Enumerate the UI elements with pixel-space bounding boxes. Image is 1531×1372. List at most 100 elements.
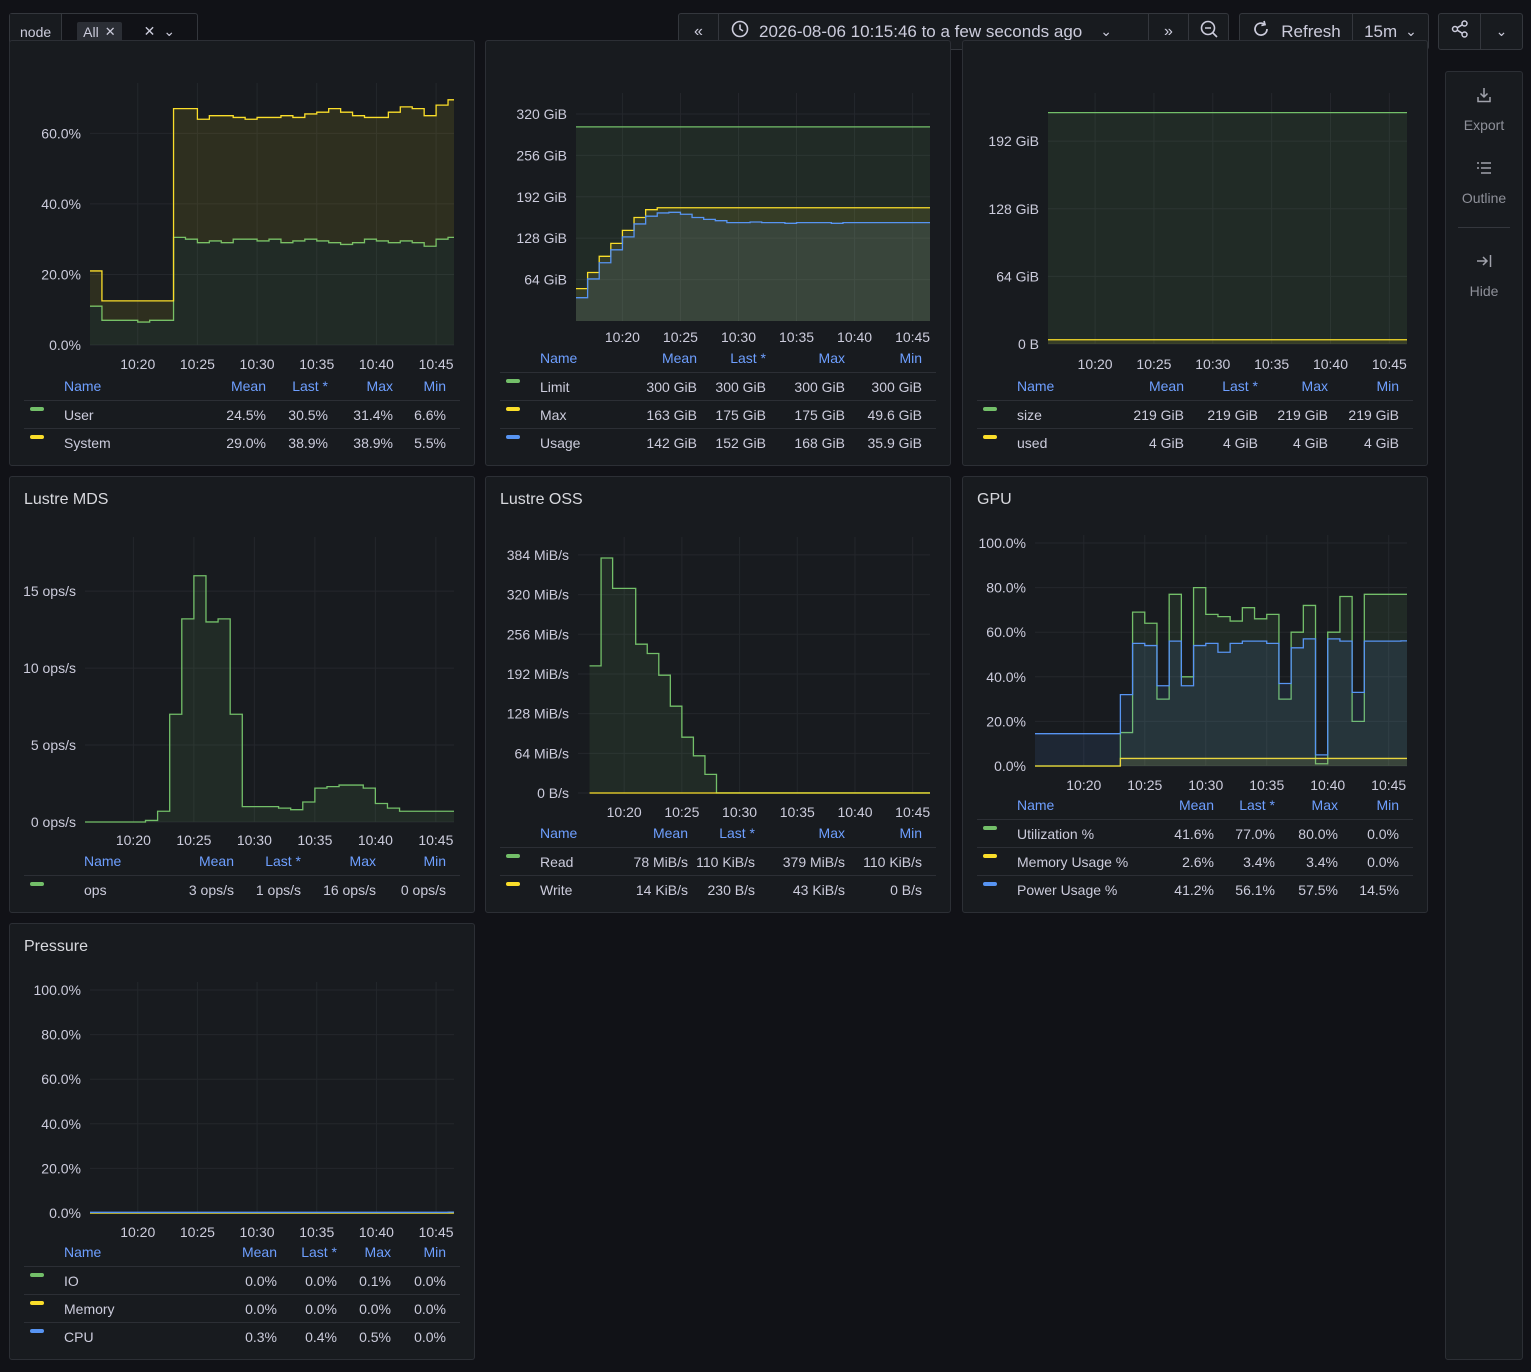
legend-header-max[interactable]: Max [1311, 797, 1338, 813]
series-color-swatch[interactable] [30, 1329, 44, 1333]
legend-header-min[interactable]: Min [423, 378, 446, 394]
legend-header-mean[interactable]: Mean [652, 825, 688, 841]
series-line-usage[interactable] [576, 211, 930, 299]
legend-name[interactable]: used [1017, 435, 1048, 451]
legend-name[interactable]: Write [540, 882, 573, 898]
series-color-swatch[interactable] [983, 407, 997, 411]
legend-header-mean[interactable]: Mean [230, 378, 266, 394]
lustre-oss-panel[interactable]: Lustre OSS 0 B/s 64 MiB/s 128 MiB/s 192 MiB… [485, 476, 951, 913]
legend-name[interactable]: Limit [540, 379, 570, 395]
legend-header-min[interactable]: Min [1376, 797, 1399, 813]
legend-header-max[interactable]: Max [364, 1244, 391, 1260]
legend-header-last[interactable]: Last * [730, 350, 766, 366]
series-color-swatch[interactable] [30, 435, 44, 439]
remove-value-icon[interactable]: ✕ [104, 23, 116, 39]
series-line-max[interactable] [576, 207, 930, 290]
clear-icon[interactable]: ✕ [143, 23, 156, 39]
legend-name[interactable]: Power Usage % [1017, 882, 1118, 898]
legend-header-last[interactable]: Last * [719, 825, 755, 841]
legend-row[interactable]: ops 3 ops/s 1 ops/s 16 ops/s 0 ops/s [24, 875, 460, 903]
chart-canvas[interactable]: 0.0% 20.0% 40.0% 60.0% 80.0% 100.0% 10:20 10:25… [963, 477, 1427, 912]
chart-canvas[interactable]: 0 B/s 64 MiB/s 128 MiB/s 192 MiB/s 256 MiB/s… [486, 477, 950, 912]
series-line-ops[interactable] [85, 575, 454, 823]
legend-row[interactable]: User 24.5% 30.5% 31.4% 6.6% [24, 400, 460, 428]
legend-header-name[interactable]: Name [540, 825, 578, 841]
memory-panel[interactable]: 64 GiB 128 GiB 192 GiB 256 GiB 320 GiB 10:20 1… [485, 40, 951, 466]
legend-header-min[interactable]: Min [1376, 378, 1399, 394]
legend-header-min[interactable]: Min [899, 825, 922, 841]
legend-row[interactable]: Limit 300 GiB 300 GiB 300 GiB 300 GiB [500, 372, 936, 400]
series-line-power-usage-[interactable] [1035, 638, 1407, 756]
legend-name[interactable]: Memory [64, 1301, 115, 1317]
export-button[interactable]: Export [1446, 86, 1522, 133]
legend-header-name[interactable]: Name [1017, 797, 1055, 813]
legend-name[interactable]: CPU [64, 1329, 94, 1345]
legend-row[interactable]: Read 78 MiB/s 110 KiB/s 379 MiB/s 110 KiB/s [500, 847, 936, 875]
series-line-system[interactable] [90, 99, 454, 302]
legend-row[interactable]: Memory 0.0% 0.0% 0.0% 0.0% [24, 1294, 460, 1322]
series-color-swatch[interactable] [983, 854, 997, 858]
series-line-memory-usage-[interactable] [1035, 757, 1407, 767]
legend-header-name[interactable]: Name [64, 378, 102, 394]
series-color-swatch[interactable] [506, 854, 520, 858]
series-color-swatch[interactable] [506, 407, 520, 411]
legend-header-name[interactable]: Name [84, 853, 122, 869]
legend-header-mean[interactable]: Mean [661, 350, 697, 366]
legend-name[interactable]: Memory Usage % [1017, 854, 1129, 870]
legend-row[interactable]: CPU 0.3% 0.4% 0.5% 0.0% [24, 1322, 460, 1350]
series-color-swatch[interactable] [506, 379, 520, 383]
chart-canvas[interactable]: 0 ops/s 5 ops/s 10 ops/s 15 ops/s 10:20 10:25… [10, 477, 474, 912]
series-color-swatch[interactable] [983, 435, 997, 439]
cpu-panel[interactable]: 0.0% 20.0% 40.0% 60.0% 10:20 10:25 10:30 10:35 1… [9, 40, 475, 466]
legend-header-mean[interactable]: Mean [198, 853, 234, 869]
legend-name[interactable]: User [64, 407, 94, 423]
legend-row[interactable]: IO 0.0% 0.0% 0.1% 0.0% [24, 1266, 460, 1294]
legend-name[interactable]: ops [84, 882, 107, 898]
legend-row[interactable]: System 29.0% 38.9% 38.9% 5.5% [24, 428, 460, 456]
legend-row[interactable]: Memory Usage % 2.6% 3.4% 3.4% 0.0% [977, 847, 1413, 875]
legend-name[interactable]: Max [540, 407, 567, 423]
legend-header-last[interactable]: Last * [301, 1244, 337, 1260]
legend-row[interactable]: Power Usage % 41.2% 56.1% 57.5% 14.5% [977, 875, 1413, 903]
series-color-swatch[interactable] [983, 826, 997, 830]
pressure-panel[interactable]: Pressure 0.0% 20.0% 40.0% 60.0% 80.0% 100.0% 1… [9, 923, 475, 1360]
gpu-panel[interactable]: GPU 0.0% 20.0% 40.0% 60.0% 80.0% 100.0% 10:20 1… [962, 476, 1428, 913]
lustre-mds-panel[interactable]: Lustre MDS 0 ops/s 5 ops/s 10 ops/s 15 ops/… [9, 476, 475, 913]
chart-canvas[interactable]: 0 B 64 GiB 128 GiB 192 GiB 10:20 10:25 10:30 10… [963, 41, 1427, 465]
legend-header-last[interactable]: Last * [1222, 378, 1258, 394]
legend-row[interactable]: used 4 GiB 4 GiB 4 GiB 4 GiB [977, 428, 1413, 456]
legend-row[interactable]: Utilization % 41.6% 77.0% 80.0% 0.0% [977, 819, 1413, 847]
legend-header-min[interactable]: Min [899, 350, 922, 366]
series-color-swatch[interactable] [506, 435, 520, 439]
legend-name[interactable]: System [64, 435, 111, 451]
chart-canvas[interactable]: 0.0% 20.0% 40.0% 60.0% 10:20 10:25 10:30 10:35 1… [10, 41, 474, 465]
legend-header-mean[interactable]: Mean [1148, 378, 1184, 394]
legend-header-last[interactable]: Last * [1239, 797, 1275, 813]
legend-header-name[interactable]: Name [64, 1244, 102, 1260]
chart-canvas[interactable]: 64 GiB 128 GiB 192 GiB 256 GiB 320 GiB 10:20 1… [486, 41, 950, 465]
series-line-utilization-[interactable] [1035, 586, 1407, 767]
legend-header-name[interactable]: Name [1017, 378, 1055, 394]
legend-header-max[interactable]: Max [818, 350, 845, 366]
legend-row[interactable]: Write 14 KiB/s 230 B/s 43 KiB/s 0 B/s [500, 875, 936, 903]
series-color-swatch[interactable] [30, 407, 44, 411]
disk-panel[interactable]: 0 B 64 GiB 128 GiB 192 GiB 10:20 10:25 10:30 10… [962, 40, 1428, 466]
legend-header-mean[interactable]: Mean [1178, 797, 1214, 813]
legend-header-min[interactable]: Min [423, 1244, 446, 1260]
legend-header-mean[interactable]: Mean [241, 1244, 277, 1260]
variable-value-chip[interactable]: All ✕ [77, 21, 122, 42]
legend-header-max[interactable]: Max [349, 853, 376, 869]
legend-name[interactable]: size [1017, 407, 1042, 423]
series-line-user[interactable] [90, 236, 454, 323]
chevron-down-icon[interactable]: ⌄ [163, 23, 176, 39]
legend-name[interactable]: Read [540, 854, 574, 870]
share-button[interactable] [1438, 13, 1481, 50]
outline-button[interactable]: Outline [1446, 159, 1522, 206]
hide-sidebar-button[interactable]: Hide [1446, 252, 1522, 299]
legend-header-last[interactable]: Last * [265, 853, 301, 869]
legend-name[interactable]: IO [64, 1273, 79, 1289]
legend-header-max[interactable]: Max [818, 825, 845, 841]
series-color-swatch[interactable] [506, 882, 520, 886]
legend-header-name[interactable]: Name [540, 350, 578, 366]
legend-header-min[interactable]: Min [423, 853, 446, 869]
